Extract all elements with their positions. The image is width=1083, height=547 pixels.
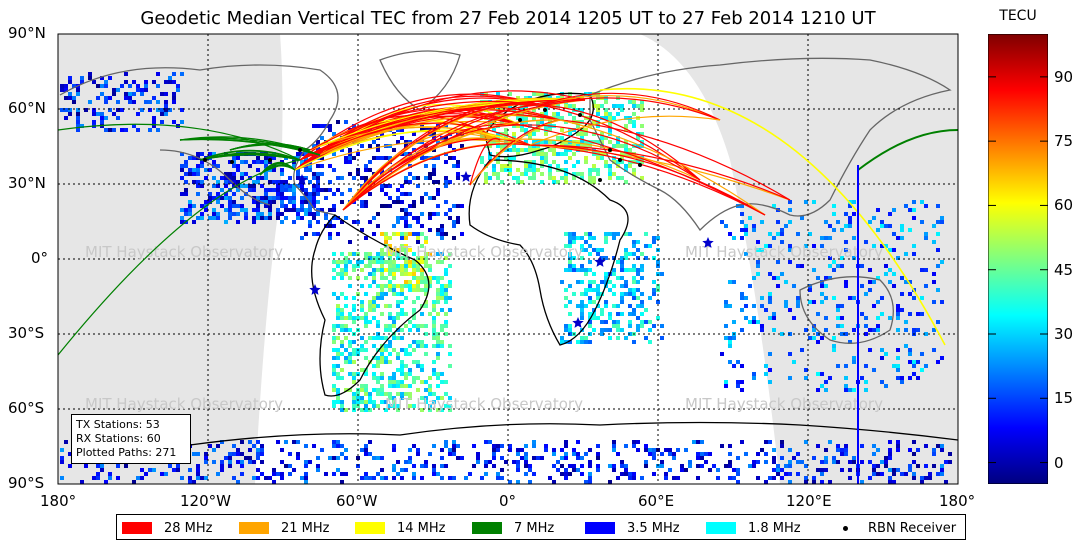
propagation-paths [58,87,958,356]
color-swatch [472,522,502,534]
legend-item: 1.8 MHz [706,520,801,536]
colorbar-tick: 90 [1054,67,1074,86]
tx-stations-count: TX Stations: 53 [76,418,160,431]
lon-tick: 180° [939,492,976,510]
lat-tick: 30°S [8,324,45,342]
watermark: MIT Haystack Observatory [385,243,583,261]
colorbar-tick: 30 [1054,325,1074,343]
colorbar-tick: 45 [1054,260,1074,279]
lon-tick: 60°W [336,492,378,510]
watermark: MIT Haystack Observatory [685,243,883,261]
legend-item: 7 MHz [472,520,554,536]
legend-label: RBN Receiver [868,520,957,536]
receiver-dot-icon [843,525,848,531]
lat-tick: 90°S [8,474,45,492]
lat-tick: 90°N [8,24,46,42]
legend-label: 14 MHz [397,520,446,536]
legend-item: 14 MHz [355,520,446,536]
legend-item: RBN Receiver [839,520,956,536]
stats-box: TX Stations: 53 RX Stations: 60 Plotted … [71,414,191,464]
legend-label: 3.5 MHz [627,520,680,536]
color-swatch [122,522,152,534]
tx-stations [296,171,714,328]
lon-tick: 120°W [180,492,231,510]
lon-tick: 180° [40,492,77,510]
colorbar-tick: 15 [1054,389,1074,408]
legend-label: 21 MHz [281,520,330,536]
watermark: MIT Haystack Observatory [85,395,283,413]
legend-label: 28 MHz [164,520,213,536]
watermark: MIT Haystack Observatory [685,395,883,413]
lon-tick: 120°E [786,492,832,510]
color-swatch [239,522,269,534]
rbn-receivers [203,108,642,182]
legend-label: 1.8 MHz [748,520,801,536]
color-swatch [355,522,385,534]
legend-label: 7 MHz [514,520,555,536]
lat-tick: 60°N [8,99,46,117]
legend-item: 3.5 MHz [585,520,680,536]
watermark: MIT Haystack Observatory [385,395,583,413]
legend-item: 28 MHz [122,520,213,536]
color-swatch [585,522,615,534]
map-frame [57,33,959,485]
watermark-group: MIT Haystack Observatory MIT Haystack Ob… [85,243,883,413]
legend-item: 21 MHz [239,520,330,536]
lon-tick: 0° [499,492,517,510]
graticule [58,34,958,484]
lat-tick: 60°S [8,399,45,417]
watermark: MIT Haystack Observatory [85,243,283,261]
colorbar-tick: 75 [1054,132,1074,151]
colorbar-tick: 60 [1054,196,1074,215]
colorbar [988,34,1048,484]
rx-stations-count: RX Stations: 60 [76,432,161,445]
map-title: Geodetic Median Vertical TEC from 27 Feb… [140,8,876,29]
frequency-legend: 28 MHz 21 MHz 14 MHz 7 MHz 3.5 MHz 1.8 MHz RBN… [116,514,966,540]
color-swatch [706,522,736,534]
lat-tick: 30°N [8,174,46,192]
plotted-paths-count: Plotted Paths: 271 [76,446,177,459]
colorbar-label: TECU [999,8,1037,24]
lon-tick: 60°E [638,492,675,510]
lat-tick: 0° [31,249,49,267]
colorbar-tick: 0 [1054,453,1064,472]
